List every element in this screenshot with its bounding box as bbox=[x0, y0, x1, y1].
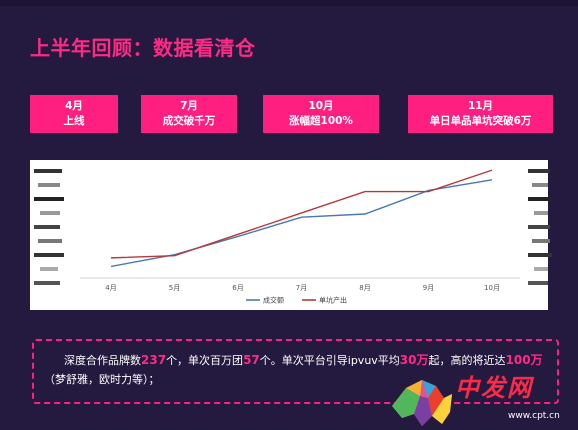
summary-part: 起，高的将近达 bbox=[428, 354, 506, 367]
logo-url: www.cpt.cn bbox=[508, 411, 560, 421]
brands-count: 237 bbox=[141, 353, 167, 367]
milestone-text: 上线 bbox=[63, 115, 85, 127]
summary-box bbox=[32, 339, 559, 404]
left-label-strip bbox=[34, 165, 70, 295]
summary-text: 深度合作品牌数237个，单次百万团57个。单次平台引导ipvuv平均30万起，高… bbox=[44, 351, 554, 389]
logo-text: 中发网 bbox=[455, 373, 533, 402]
summary-part: （梦舒雅，欧时力等）； bbox=[44, 373, 160, 386]
avg-value: 30万 bbox=[399, 353, 429, 367]
x-tick-label: 10月 bbox=[484, 284, 500, 292]
logo-graphic bbox=[392, 380, 452, 426]
series-group bbox=[110, 169, 493, 268]
x-tick-label: 8月 bbox=[359, 284, 370, 292]
groups-count: 57 bbox=[243, 353, 260, 367]
x-tick-labels: 4月 5月 6月 7月 8月 9月 10月 bbox=[105, 284, 500, 292]
milestone-month: 10月 bbox=[308, 100, 334, 112]
x-tick-label: 7月 bbox=[296, 284, 307, 292]
milestone-october: 10月 涨幅超100% bbox=[263, 95, 379, 133]
series-line-0 bbox=[110, 179, 493, 268]
legend: 成交额 单坑产出 bbox=[246, 296, 347, 305]
milestone-july: 7月 成交破千万 bbox=[141, 95, 237, 133]
page-title: 上半年回顾：数据看清仓 bbox=[30, 36, 256, 60]
legend-label-1: 单坑产出 bbox=[319, 296, 347, 305]
x-tick-label: 9月 bbox=[423, 284, 434, 292]
x-tick-label: 4月 bbox=[105, 284, 116, 292]
milestone-text: 单日单品单坑突破6万 bbox=[429, 115, 532, 127]
summary-part: 个，单次百万团 bbox=[166, 354, 244, 367]
milestone-month: 7月 bbox=[180, 100, 198, 112]
milestone-april: 4月 上线 bbox=[30, 95, 118, 133]
milestone-text: 成交破千万 bbox=[162, 115, 216, 127]
legend-label-0: 成交额 bbox=[263, 296, 284, 305]
top-band bbox=[0, 0, 578, 6]
max-value: 100万 bbox=[505, 353, 543, 367]
right-label-strip bbox=[526, 165, 562, 295]
x-tick-label: 6月 bbox=[232, 284, 243, 292]
x-tick-label: 5月 bbox=[169, 284, 180, 292]
milestone-month: 4月 bbox=[65, 100, 83, 112]
series-line-1 bbox=[110, 169, 493, 259]
milestone-text: 涨幅超100% bbox=[289, 115, 353, 127]
milestone-month: 11月 bbox=[467, 100, 494, 112]
summary-part: 深度合作品牌数 bbox=[64, 354, 141, 367]
milestone-november: 11月 单日单品单坑突破6万 bbox=[408, 95, 553, 133]
summary-part: 个。单次平台引导ipvuv平均 bbox=[259, 354, 400, 367]
